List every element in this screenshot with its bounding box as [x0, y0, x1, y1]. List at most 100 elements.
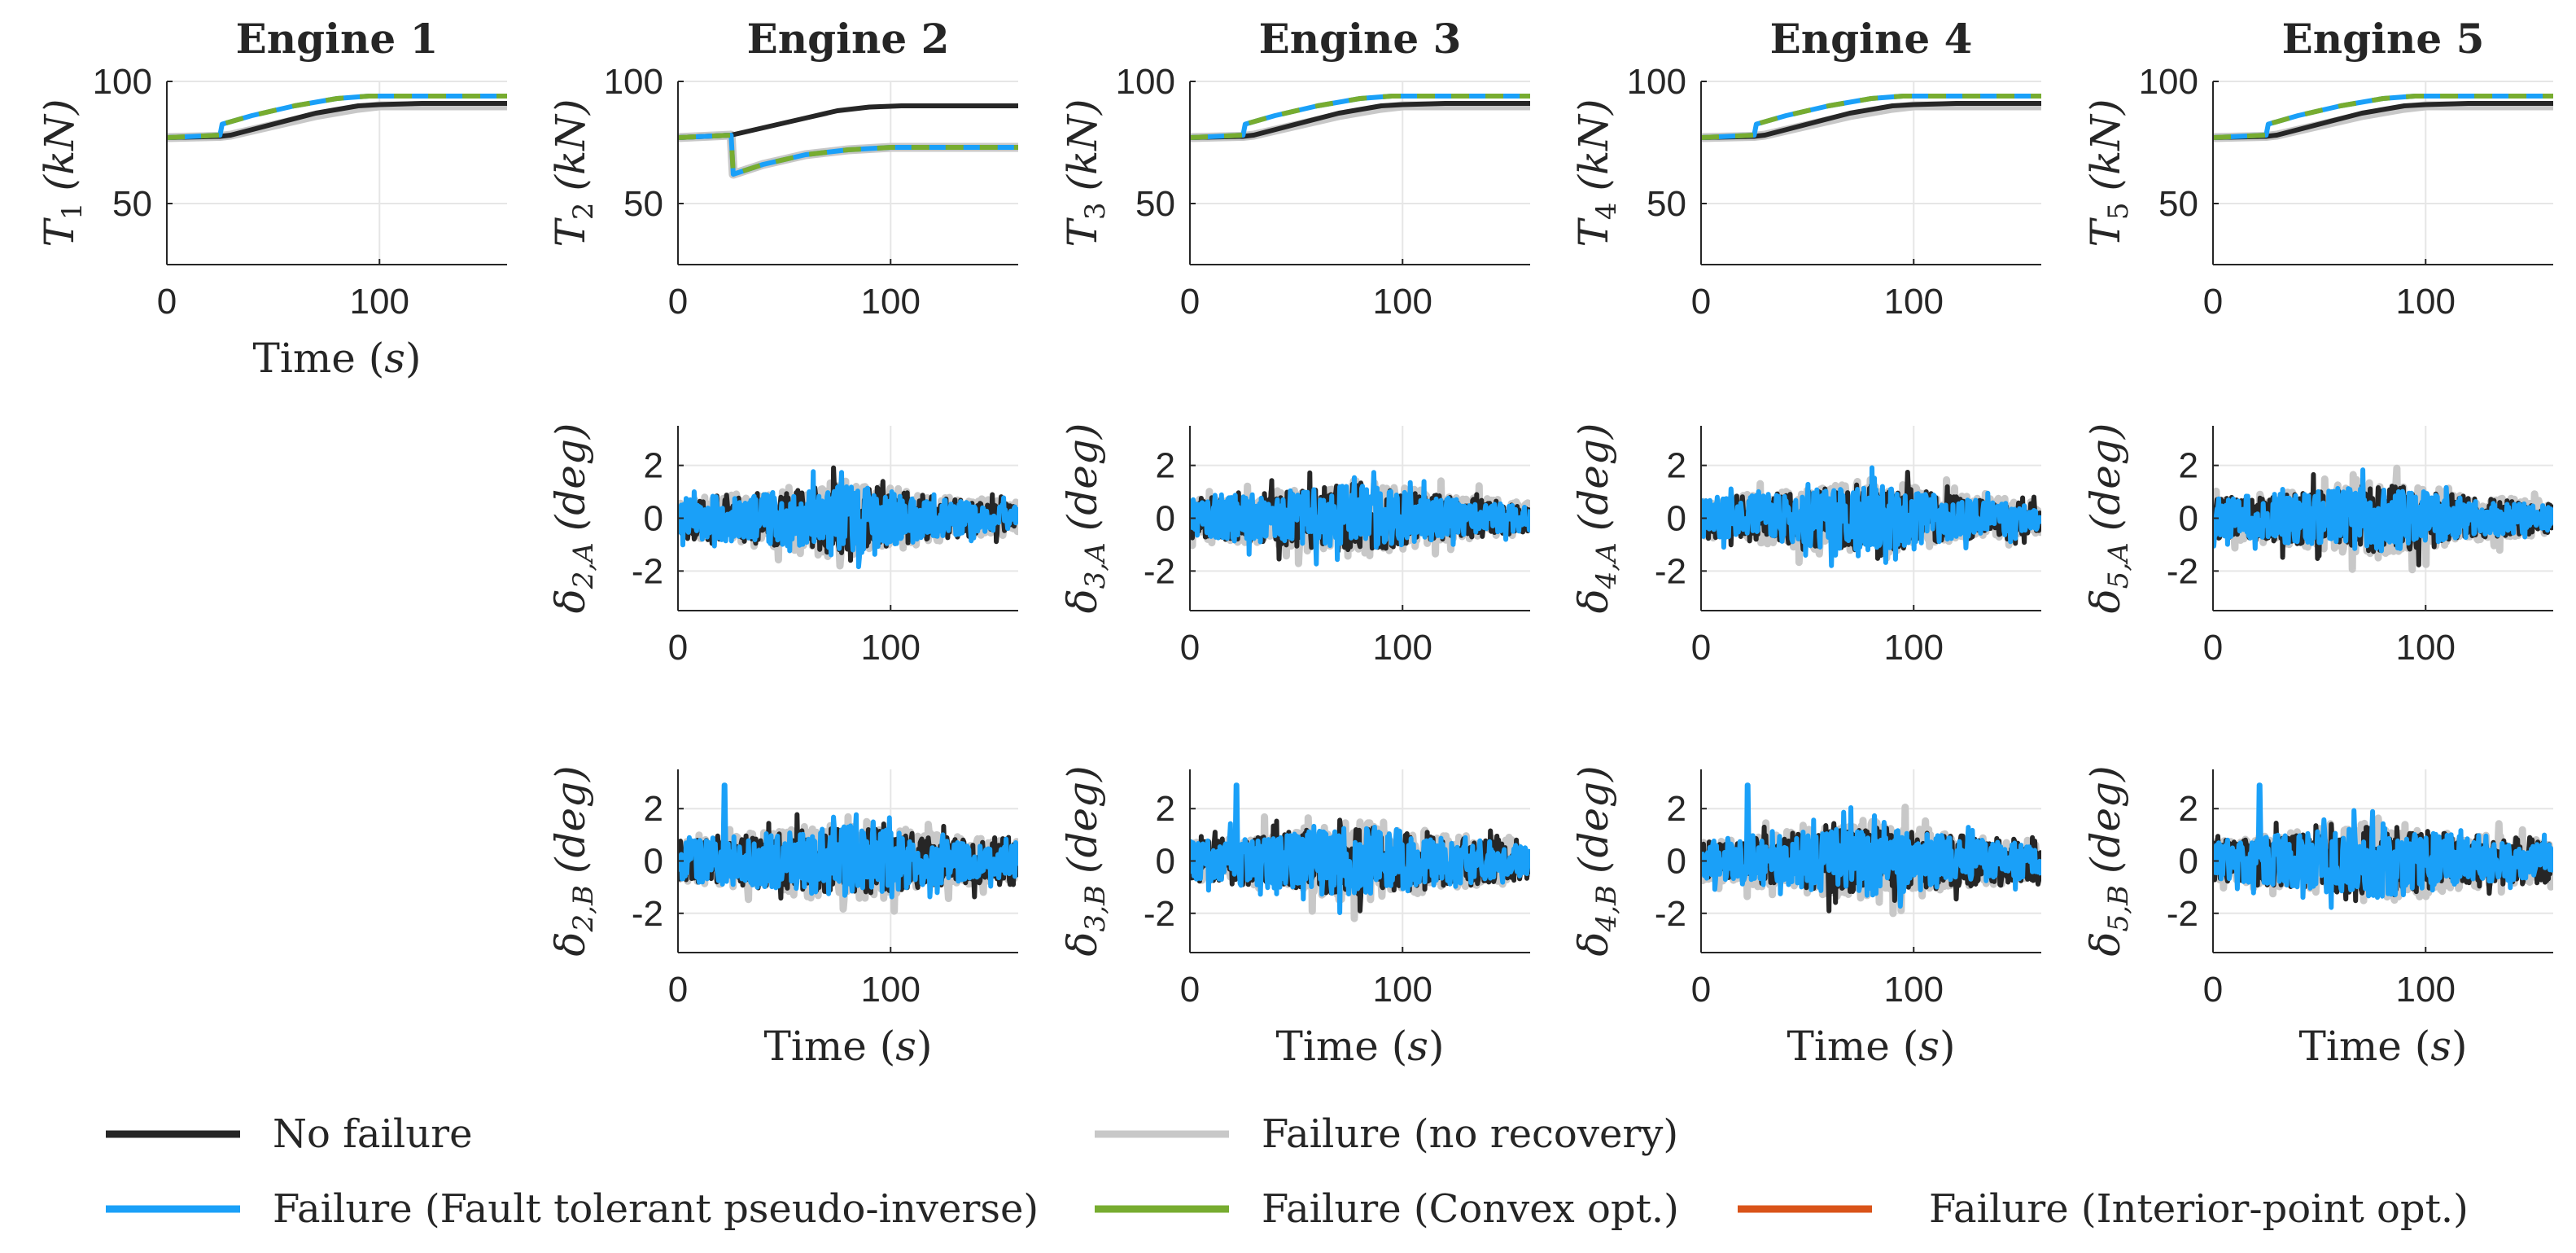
- legend-item-no-recovery: Failure (no recovery): [1095, 1111, 1678, 1157]
- series-line-convex: [1701, 94, 2041, 140]
- x-tick-label: 0: [1180, 628, 1200, 668]
- series-line-no-failure: [678, 103, 1018, 140]
- x-tick-label: 100: [2396, 628, 2456, 668]
- y-tick-label: 0: [1667, 842, 1686, 882]
- x-tick-label: 100: [350, 282, 409, 322]
- x-axis-label: Time (s): [1276, 1023, 1445, 1070]
- legend-item-no-failure: No failure: [106, 1111, 473, 1157]
- series-line-no-failure: [2213, 101, 2553, 140]
- legend-label: Failure (Convex opt.): [1262, 1186, 1679, 1232]
- series-group: [1701, 465, 2041, 568]
- x-tick-label: 0: [1180, 282, 1200, 322]
- y-axis-label: T3(kN): [1059, 99, 1112, 247]
- y-tick-label: 100: [93, 62, 152, 102]
- series-line-convex: [167, 94, 507, 140]
- series-group: [167, 94, 507, 142]
- legend-label: Failure (no recovery): [1262, 1111, 1678, 1157]
- legend-label: No failure: [273, 1111, 473, 1157]
- x-axis-label: Time (s): [764, 1023, 933, 1070]
- y-tick-label: 2: [1156, 789, 1175, 829]
- y-tick-label: -2: [1144, 894, 1175, 934]
- x-tick-label: 100: [861, 282, 921, 322]
- series-group: [2213, 464, 2553, 574]
- x-axis-label: Time (s): [253, 335, 422, 382]
- series-group: [1190, 782, 1530, 922]
- series-line-pseudo-inverse: [2213, 782, 2553, 910]
- y-axis-label: T2(kN): [547, 99, 600, 247]
- y-tick-label: 0: [644, 842, 663, 882]
- y-tick-label: 50: [1135, 184, 1175, 224]
- y-tick-label: 50: [112, 184, 152, 224]
- y-tick-label: 0: [2179, 499, 2198, 539]
- legend-label: Failure (Interior-point opt.): [1929, 1186, 2469, 1232]
- y-tick-label: 50: [2158, 184, 2198, 224]
- x-tick-label: 0: [2203, 628, 2223, 668]
- y-axis-label: δ5,A(deg): [2082, 423, 2135, 614]
- y-tick-label: 0: [644, 499, 663, 539]
- x-tick-label: 100: [1373, 282, 1432, 322]
- series-line-no-failure: [1190, 101, 1530, 140]
- y-axis-label: δ4,B(deg): [1570, 765, 1623, 956]
- subplot-title: Engine 4: [1770, 15, 1973, 63]
- x-tick-label: 0: [1691, 628, 1711, 668]
- x-tick-label: 100: [1373, 628, 1432, 668]
- y-axis-label: δ3,B(deg): [1059, 765, 1112, 956]
- y-tick-label: -2: [632, 551, 663, 591]
- legend: No failure Failure (no recovery) Failure (…: [106, 1111, 2469, 1232]
- x-tick-label: 0: [668, 970, 688, 1010]
- series-group: [678, 782, 1018, 915]
- legend-item-pseudo-inverse: Failure (Fault tolerant pseudo-inverse): [106, 1186, 1039, 1232]
- series-group: [1701, 94, 2041, 142]
- series-group: [2213, 782, 2553, 910]
- y-tick-label: -2: [2167, 551, 2198, 591]
- y-tick-label: 100: [1627, 62, 1686, 102]
- series-group: [2213, 94, 2553, 142]
- x-tick-label: 100: [1373, 970, 1432, 1010]
- series-line-convex: [678, 133, 1018, 177]
- y-axis-label: T1(kN): [36, 99, 89, 247]
- y-tick-label: 2: [1667, 789, 1686, 829]
- legend-label: Failure (Fault tolerant pseudo-inverse): [273, 1186, 1039, 1232]
- y-axis-label: T4(kN): [1570, 99, 1623, 247]
- series-line-pseudo-inverse: [678, 782, 1018, 900]
- x-tick-label: 0: [1691, 282, 1711, 322]
- x-tick-label: 100: [1884, 970, 1944, 1010]
- legend-item-convex: Failure (Convex opt.): [1095, 1186, 1679, 1232]
- y-tick-label: -2: [1144, 551, 1175, 591]
- y-tick-label: 2: [644, 446, 663, 486]
- series-line-pseudo-inverse: [1701, 465, 2041, 568]
- x-tick-label: 0: [668, 282, 688, 322]
- series-line-pseudo-inverse: [1190, 470, 1530, 567]
- y-tick-label: 0: [1667, 499, 1686, 539]
- y-tick-label: 0: [1156, 842, 1175, 882]
- x-tick-label: 0: [668, 628, 688, 668]
- subplot-title: Engine 1: [236, 15, 439, 63]
- subplot-title: Engine 5: [2282, 15, 2485, 63]
- series-line-pseudo-inverse: [1701, 782, 2041, 909]
- series-line-convex: [1190, 94, 1530, 140]
- x-tick-label: 100: [861, 970, 921, 1010]
- series-group: [1190, 470, 1530, 567]
- y-tick-label: 2: [644, 789, 663, 829]
- y-tick-label: 0: [1156, 499, 1175, 539]
- y-axis-label: δ4,A(deg): [1570, 423, 1623, 614]
- x-tick-label: 0: [2203, 970, 2223, 1010]
- y-tick-label: -2: [1655, 894, 1686, 934]
- legend-item-interior-point: Failure (Interior-point opt.): [1738, 1186, 2469, 1232]
- x-tick-label: 100: [2396, 282, 2456, 322]
- x-tick-label: 0: [2203, 282, 2223, 322]
- series-line-pseudo-inverse: [678, 469, 1018, 570]
- series-line-pseudo-inverse: [1190, 782, 1530, 915]
- series-line-convex: [2213, 94, 2553, 140]
- x-axis-label: Time (s): [1787, 1023, 1956, 1070]
